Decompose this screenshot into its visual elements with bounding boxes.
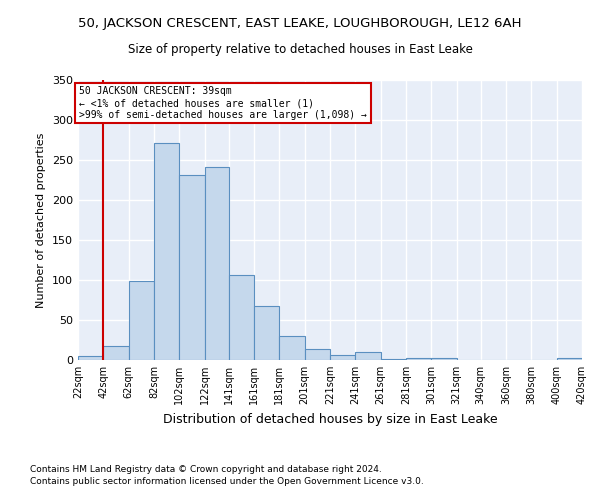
X-axis label: Distribution of detached houses by size in East Leake: Distribution of detached houses by size …	[163, 412, 497, 426]
Bar	[254, 306, 280, 360]
Bar	[406, 358, 431, 360]
Text: 50 JACKSON CRESCENT: 39sqm
← <1% of detached houses are smaller (1)
>99% of semi: 50 JACKSON CRESCENT: 39sqm ← <1% of deta…	[79, 86, 367, 120]
Y-axis label: Number of detached properties: Number of detached properties	[37, 132, 46, 308]
Text: Contains public sector information licensed under the Open Government Licence v3: Contains public sector information licen…	[30, 477, 424, 486]
Bar	[330, 355, 355, 360]
Bar	[557, 358, 582, 360]
Text: Size of property relative to detached houses in East Leake: Size of property relative to detached ho…	[128, 42, 472, 56]
Text: 50, JACKSON CRESCENT, EAST LEAKE, LOUGHBOROUGH, LE12 6AH: 50, JACKSON CRESCENT, EAST LEAKE, LOUGHB…	[78, 18, 522, 30]
Bar	[305, 349, 330, 360]
Bar	[355, 352, 380, 360]
Bar	[431, 358, 457, 360]
Bar	[103, 346, 128, 360]
Bar	[154, 143, 179, 360]
Bar	[380, 359, 406, 360]
Bar	[128, 281, 154, 360]
Bar	[280, 336, 305, 360]
Bar	[179, 175, 205, 360]
Text: Contains HM Land Registry data © Crown copyright and database right 2024.: Contains HM Land Registry data © Crown c…	[30, 466, 382, 474]
Bar	[205, 167, 229, 360]
Bar	[229, 275, 254, 360]
Bar	[78, 356, 103, 360]
